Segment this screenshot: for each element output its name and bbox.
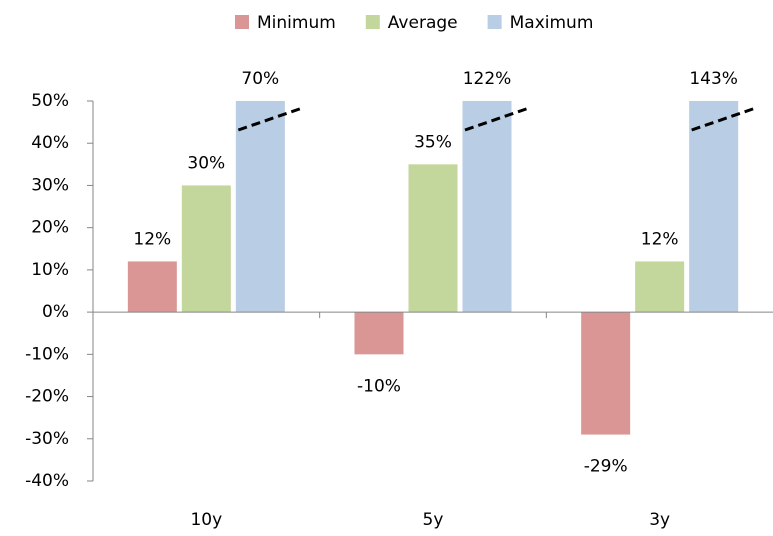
value-label: 122% [463, 69, 512, 89]
axis-break [691, 106, 757, 132]
y-tick-label: 0% [42, 302, 69, 322]
y-tick-label: 40% [31, 133, 69, 153]
plot-area [127, 101, 739, 435]
legend-swatch [365, 15, 380, 29]
x-tick-label: 10y [190, 510, 222, 530]
x-tick-label: 3y [649, 510, 670, 530]
value-label: 12% [641, 229, 679, 249]
y-tick-label: -10% [25, 344, 69, 364]
axis-break [464, 106, 530, 132]
value-label: 143% [689, 69, 738, 89]
legend-label: Maximum [510, 13, 594, 33]
bar [181, 185, 231, 313]
bar [462, 101, 512, 313]
axis-break [237, 106, 303, 132]
value-label: 70% [241, 69, 279, 89]
legend-label: Minimum [257, 13, 336, 33]
y-tick-label: -30% [25, 429, 69, 449]
value-label: 30% [187, 153, 225, 173]
y-tick-label: 30% [31, 175, 69, 195]
y-tick-label: 50% [31, 91, 69, 111]
value-label: 35% [414, 132, 452, 152]
value-label: -29% [584, 457, 628, 477]
bar [127, 261, 177, 313]
value-label: -10% [357, 376, 401, 396]
bar [235, 101, 285, 313]
legend-swatch [487, 15, 502, 29]
value-label: 12% [133, 229, 171, 249]
x-tick-label: 5y [423, 510, 444, 530]
bar [689, 101, 739, 313]
y-tick-label: 20% [31, 218, 69, 238]
bar [635, 261, 685, 313]
bar [354, 312, 404, 355]
y-tick-label: -40% [25, 471, 69, 491]
bar [581, 312, 631, 435]
y-tick-label: 10% [31, 260, 69, 280]
legend-label: Average [388, 13, 458, 33]
legend-swatch [235, 15, 249, 29]
bar [408, 164, 458, 313]
y-tick-label: -20% [25, 387, 69, 407]
